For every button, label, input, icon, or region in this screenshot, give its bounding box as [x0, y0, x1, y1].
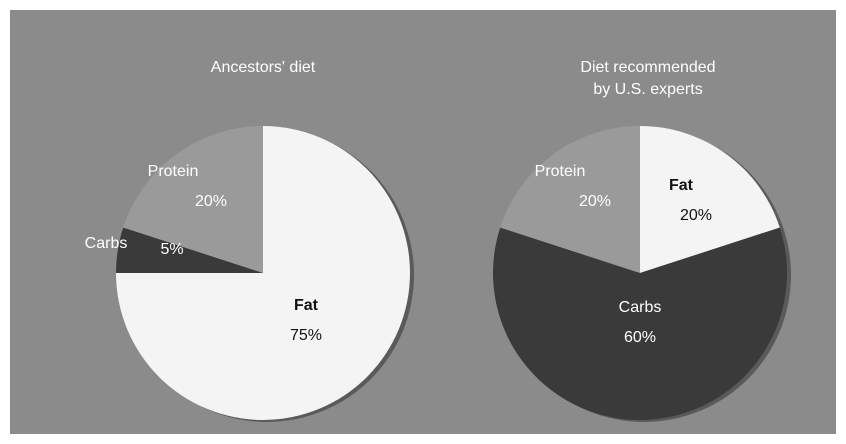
- pie-ancestors: Ancestors' diet Fat 75% Carbs 5% Protein…: [85, 59, 414, 422]
- pie-ancestors-title: Ancestors' diet: [211, 59, 316, 76]
- pie-recommended-slice-fat: [640, 125, 780, 273]
- pie-recommended-value-carbs: 60%: [624, 329, 656, 346]
- pie-ancestors-slice-protein: [123, 125, 263, 273]
- pie-recommended-value-fat: 20%: [680, 207, 712, 224]
- pie-ancestors-value-fat: 75%: [290, 327, 322, 344]
- pie-recommended: Diet recommended by U.S. experts Fat 20%…: [493, 59, 791, 422]
- pie-ancestors-value-carbs: 5%: [160, 241, 183, 258]
- pie-ancestors-slice-carbs: [116, 227, 263, 273]
- pie-ancestors-slices: [116, 125, 414, 422]
- pie-recommended-label-carbs: Carbs: [619, 299, 662, 316]
- pie-recommended-label-protein: Protein: [535, 163, 586, 180]
- pie-ancestors-label-carbs: Carbs: [85, 235, 128, 252]
- pie-recommended-slice-carbs: [493, 227, 787, 420]
- pie-ancestors-label-fat: Fat: [294, 297, 319, 314]
- pie-ancestors-label-protein: Protein: [148, 163, 199, 180]
- pie-recommended-title-line2: by U.S. experts: [593, 81, 702, 98]
- pie-recommended-value-protein: 20%: [579, 193, 611, 210]
- pie-ancestors-value-protein: 20%: [195, 193, 227, 210]
- pie-recommended-title-line1: Diet recommended: [580, 59, 715, 76]
- pie-recommended-label-fat: Fat: [669, 177, 694, 194]
- pie-recommended-slices: [493, 125, 791, 422]
- pie-recommended-slice-protein: [500, 126, 640, 273]
